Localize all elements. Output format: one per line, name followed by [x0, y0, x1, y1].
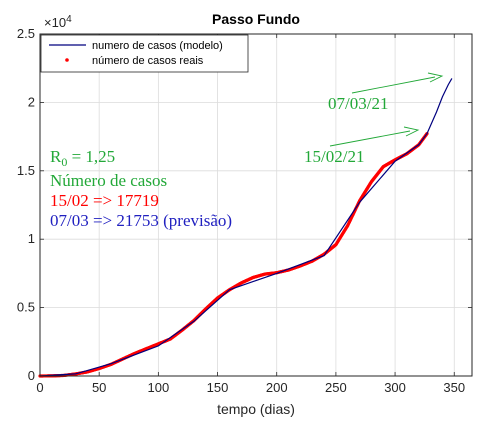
y-axis-multiplier: ×104	[44, 14, 72, 30]
x-tick-label: 100	[148, 380, 170, 395]
x-tick-label: 50	[92, 380, 106, 395]
x-tick-label: 150	[207, 380, 229, 395]
x-tick-label: 0	[36, 380, 43, 395]
y-tick-label: 2.5	[17, 26, 35, 41]
date-annotations: 07/03/21 15/02/21	[304, 72, 444, 166]
y-multiplier-exp: 4	[66, 14, 72, 25]
chart-title: Passo Fundo	[212, 11, 300, 27]
arrowhead-date-model	[427, 72, 444, 83]
annotation-date-real: 15/02/21	[304, 147, 364, 166]
y-tick-label: 0.5	[17, 300, 35, 315]
y-multiplier-base: ×10	[44, 15, 66, 30]
legend-real-label: número de casos reais	[92, 55, 204, 67]
x-tick-label: 200	[266, 380, 288, 395]
annotation-model-value: 07/03 => 21753 (previsão)	[50, 211, 232, 230]
legend: numero de casos (modelo) número de casos…	[40, 34, 249, 73]
arrow-date-real	[329, 130, 411, 147]
legend-box	[40, 34, 249, 73]
y-tick-label: 2	[28, 94, 35, 109]
legend-real-swatch	[65, 58, 69, 62]
axis-ticks: 0 50 100 150 200 250 300 350 0 0.5 1 1.5 2 2.5	[17, 26, 472, 395]
annotation-block: R0 = 1,25 Número de casos 15/02 => 17719…	[50, 147, 232, 230]
plot-frame	[39, 33, 473, 377]
arrowhead-date-real	[403, 126, 420, 137]
legend-model-label: numero de casos (modelo)	[92, 40, 223, 52]
annotation-date-model: 07/03/21	[328, 94, 388, 113]
annotation-r0-sub: 0	[61, 155, 67, 169]
y-tick-label: 1.5	[17, 163, 35, 178]
annotation-r0-prefix: R	[50, 147, 62, 166]
annotation-heading: Número de casos	[50, 171, 167, 190]
annotation-r0-value: = 1,25	[67, 147, 115, 166]
annotation-real-value: 15/02 => 17719	[50, 191, 159, 210]
y-tick-label: 1	[28, 231, 35, 246]
y-tick-label: 0	[28, 368, 35, 383]
arrow-date-model	[351, 76, 436, 94]
plot-background	[40, 34, 472, 376]
x-tick-label: 300	[384, 380, 406, 395]
x-tick-label: 350	[443, 380, 465, 395]
model-series-line	[39, 78, 453, 377]
x-axis-label: tempo (dias)	[217, 401, 295, 417]
x-tick-label: 250	[325, 380, 347, 395]
annotation-r0: R0 = 1,25	[50, 147, 115, 169]
